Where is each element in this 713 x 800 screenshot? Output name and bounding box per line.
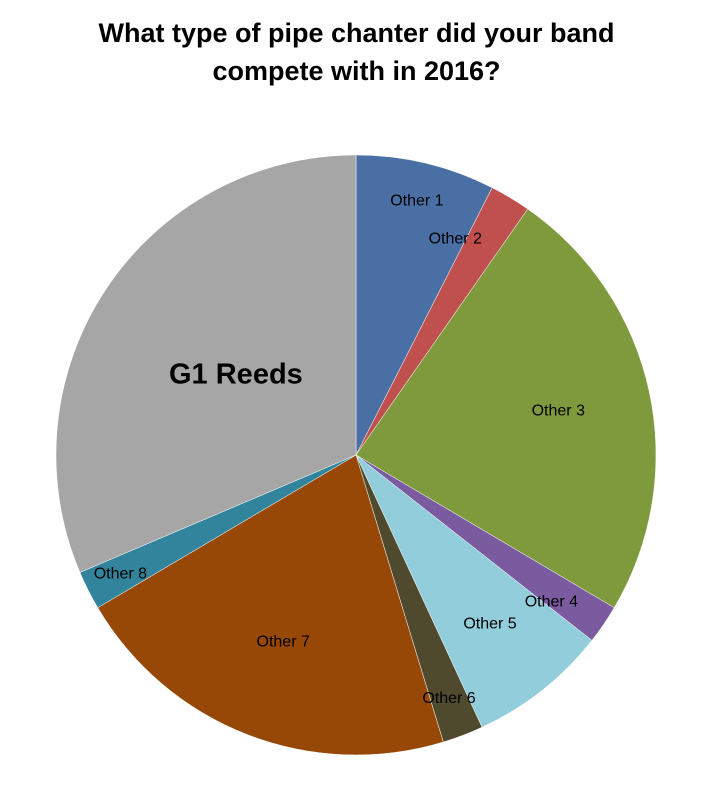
pie-slice-other-5: [355, 454, 593, 728]
pie-label-other-7: Other 7: [257, 634, 310, 651]
pie-label-other-5: Other 5: [463, 616, 516, 633]
pie-label-other-1: Other 1: [390, 192, 443, 209]
pie-label-other-8: Other 8: [94, 565, 147, 582]
chart-title-line-1: What type of pipe chanter did your band: [98, 18, 615, 48]
chart-title-line-2: compete with in 2016?: [212, 56, 501, 86]
pie-slices: [55, 154, 657, 756]
pie-slice-other-1: [355, 154, 493, 456]
pie-labels: Other 1 Other 2 Other 3 Other 4 Other 5 Other…: [94, 192, 585, 707]
pie-label-other-3: Other 3: [532, 402, 585, 419]
pie-label-g1-reeds: G1 Reeds: [169, 358, 303, 390]
chart-title: What type of pipe chanter did your band …: [0, 14, 713, 90]
pie-label-other-6: Other 6: [422, 690, 475, 707]
pie-slice-other-7: [97, 454, 444, 756]
pie-label-other-4: Other 4: [525, 594, 578, 611]
pie-slice-other-3: [355, 208, 657, 609]
pie-label-other-2: Other 2: [429, 230, 482, 247]
pie-slice-g1-reeds: [55, 154, 357, 573]
